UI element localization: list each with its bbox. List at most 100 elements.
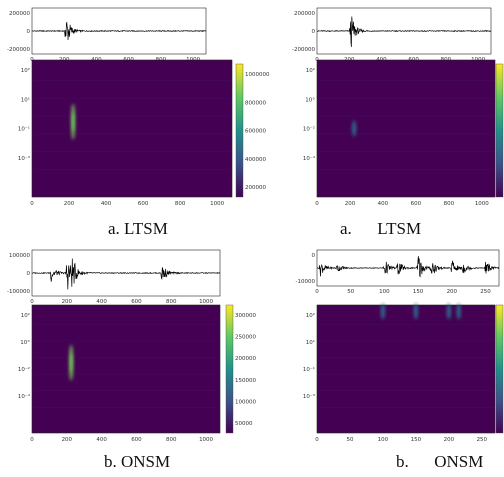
- spectrogram-y-tick: 10⁻³: [303, 393, 315, 400]
- colorbar-tick: 300000: [235, 313, 256, 319]
- spectrogram-y-tick: 10²: [21, 312, 30, 319]
- spectrogram-y-tick: 10⁻²: [18, 366, 30, 373]
- colorbar: [495, 63, 504, 198]
- waveform-y-tick: -200000: [292, 47, 315, 53]
- colorbar-tick: 250000: [235, 335, 256, 341]
- waveform-y-tick: 200000: [9, 11, 30, 17]
- spectrogram-x-tick: 0: [30, 201, 34, 207]
- spectrogram-y-tick: 10²: [21, 67, 30, 74]
- waveform-trace: [31, 258, 221, 290]
- waveform-y-tick: -10000: [296, 279, 316, 285]
- spectrogram-x-tick: 0: [315, 437, 319, 443]
- caption-b-onsm-left: b. ONSM: [104, 452, 171, 471]
- colorbar: [225, 304, 234, 434]
- spectrogram-x-tick: 800: [175, 201, 186, 207]
- panel-tr: 020040060080010002000000-200000020040060…: [292, 7, 504, 207]
- spectrogram-area: [31, 304, 221, 434]
- spectrogram-hotspot: [380, 303, 386, 320]
- panel-br: 0 50 100 150 200 250 0 -10000 0 50 100 150 200 250 10²…: [296, 249, 504, 443]
- spectrogram-hotspot-core: [72, 112, 75, 131]
- spectrogram-x-tick: 600: [131, 437, 142, 443]
- waveform-x-tick: 150: [413, 289, 424, 295]
- spectrogram-hotspot: [351, 120, 357, 137]
- waveform-trace: [316, 16, 492, 47]
- spectrogram-y-tick: 10⁻⁴: [303, 155, 316, 162]
- spectrogram-x-tick: 50: [346, 437, 353, 443]
- colorbar: [495, 304, 504, 434]
- colorbar-tick: 100000: [235, 399, 256, 405]
- waveform-x-tick: 250: [480, 289, 491, 295]
- spectrogram-x-tick: 200: [444, 437, 455, 443]
- spectrogram-x-tick: 200: [62, 437, 73, 443]
- spectrogram-y-tick: 10⁻⁴: [18, 393, 31, 400]
- waveform-trace: [316, 256, 500, 278]
- spectrogram-x-tick: 800: [166, 437, 177, 443]
- spectrogram-hotspot-core: [70, 353, 73, 372]
- waveform-y-tick: 100000: [9, 253, 30, 259]
- caption-a-ltsm-right: a. LTSM: [340, 219, 422, 238]
- spectrogram-x-tick: 600: [138, 201, 149, 207]
- panel-tl: 020040060080010002000000-200000020040060…: [7, 7, 270, 207]
- spectrogram-x-tick: 200: [64, 201, 75, 207]
- colorbar-tick: 200000: [235, 356, 256, 362]
- colorbar-tick: 1000000: [245, 72, 270, 78]
- waveform-y-tick: 0: [27, 271, 31, 277]
- spectrogram-x-tick: 400: [378, 201, 389, 207]
- colorbar-tick: 50000: [235, 421, 253, 427]
- waveform-x-tick: 0: [315, 289, 319, 295]
- spectrogram-hotspot: [456, 303, 461, 320]
- waveform-x-tick: 50: [347, 289, 354, 295]
- waveform-y-tick: 0: [27, 29, 31, 35]
- spectrogram-y-tick: 10¹: [21, 96, 30, 103]
- spectrogram-y-tick: 10⁻³: [18, 155, 30, 162]
- waveform-y-tick: 0: [312, 29, 316, 35]
- spectrogram-area: [316, 304, 496, 434]
- spectrogram-x-tick: 1000: [199, 437, 213, 443]
- spectrogram-y-tick: 10°: [20, 340, 30, 346]
- waveform-y-tick: -100000: [7, 289, 30, 295]
- spectrogram-x-tick: 200: [345, 201, 356, 207]
- spectrogram-y-tick: 10⁻¹: [18, 126, 30, 133]
- colorbar-tick: 200000: [245, 185, 266, 191]
- waveform-x-tick: 0: [30, 299, 34, 305]
- spectrogram-x-tick: 100: [378, 437, 389, 443]
- spectrogram-hotspot: [446, 303, 452, 320]
- colorbar-tick: 150000: [235, 378, 256, 384]
- spectrogram-x-tick: 400: [101, 201, 112, 207]
- spectrogram-area: [31, 59, 233, 198]
- caption-b-onsm-right: b. ONSM: [396, 452, 484, 471]
- spectrogram-hotspot: [413, 303, 419, 320]
- spectrogram-x-tick: 1000: [210, 201, 224, 207]
- spectrogram-x-tick: 150: [411, 437, 422, 443]
- spectrogram-x-tick: 0: [315, 201, 319, 207]
- spectrogram-y-tick: 10°: [305, 97, 315, 103]
- colorbar: [235, 63, 244, 198]
- colorbar-tick: 400000: [245, 157, 266, 163]
- waveform-y-tick: -200000: [7, 47, 30, 53]
- spectrogram-x-tick: 400: [96, 437, 107, 443]
- waveform-trace: [31, 22, 207, 41]
- spectrogram-y-tick: 10⁻²: [303, 126, 315, 133]
- waveform-x-tick: 200: [447, 289, 458, 295]
- spectrogram-y-tick: 10⁻¹: [303, 366, 315, 373]
- spectrogram-area: [316, 59, 496, 198]
- spectrogram-x-tick: 600: [411, 201, 422, 207]
- spectrogram-y-tick: 10²: [306, 312, 315, 319]
- spectrogram-x-tick: 0: [30, 437, 34, 443]
- spectrogram-y-tick: 10¹: [306, 339, 315, 346]
- spectrogram-y-tick: 10²: [306, 67, 315, 74]
- waveform-x-tick: 400: [96, 299, 107, 305]
- spectrogram-x-tick: 1000: [475, 201, 489, 207]
- waveform-x-tick: 100: [379, 289, 390, 295]
- spectrogram-x-tick: 800: [444, 201, 455, 207]
- waveform-x-tick: 1000: [199, 299, 213, 305]
- spectrogram-x-tick: 250: [477, 437, 488, 443]
- waveform-x-tick: 600: [131, 299, 142, 305]
- colorbar-tick: 600000: [245, 129, 266, 135]
- caption-a-ltsm-left: a. LTSM: [108, 219, 168, 238]
- waveform-y-tick: 0: [312, 253, 316, 259]
- colorbar-tick: 800000: [245, 100, 266, 106]
- waveform-x-tick: 800: [166, 299, 177, 305]
